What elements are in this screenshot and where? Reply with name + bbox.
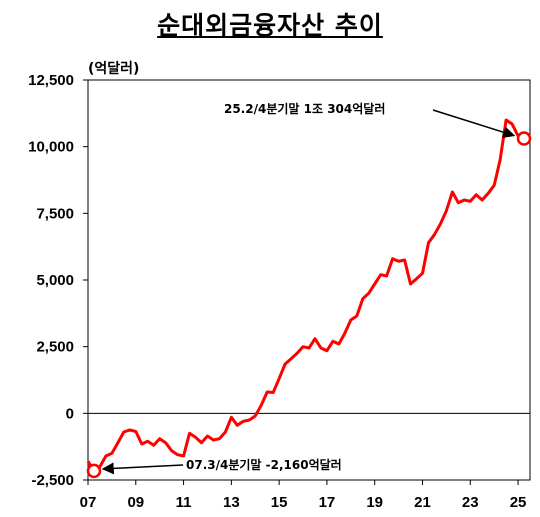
x-tick-label: 09 [127,494,144,511]
y-tick-label: -2,500 [31,472,74,489]
y-tick-label: 2,500 [36,339,74,356]
max-annotation-arrow [432,109,516,139]
x-tick-label: 19 [366,494,383,511]
x-tick-label: 25 [510,494,527,511]
x-tick-label: 13 [223,494,240,511]
x-tick-label: 15 [271,494,288,511]
max-point-marker [516,131,532,146]
min-annotation-text: 07.3/4분기말 -2,160억달러 [186,457,342,472]
x-tick-label: 07 [80,494,97,511]
y-tick-label: 10,000 [28,139,74,156]
x-tick-label: 17 [319,494,336,511]
min-point-marker [86,463,102,479]
min-annotation-arrow [101,462,184,475]
plot-frame [87,79,531,481]
y-tick-label: 12,500 [28,72,74,89]
series-line [86,118,525,473]
x-tick-label: 23 [462,494,479,511]
unit-label: (억달러) [88,61,140,77]
x-tick-label: 21 [414,494,431,511]
max-annotation-text: 25.2/4분기말 1조 304억달러 [224,101,385,116]
x-tick-label: 11 [176,494,192,511]
y-tick-label: 7,500 [36,205,74,222]
y-tick-label: 0 [66,405,74,422]
y-tick-label: 5,000 [36,272,74,289]
chart-title: 순대외금융자산 추이 [157,11,383,40]
